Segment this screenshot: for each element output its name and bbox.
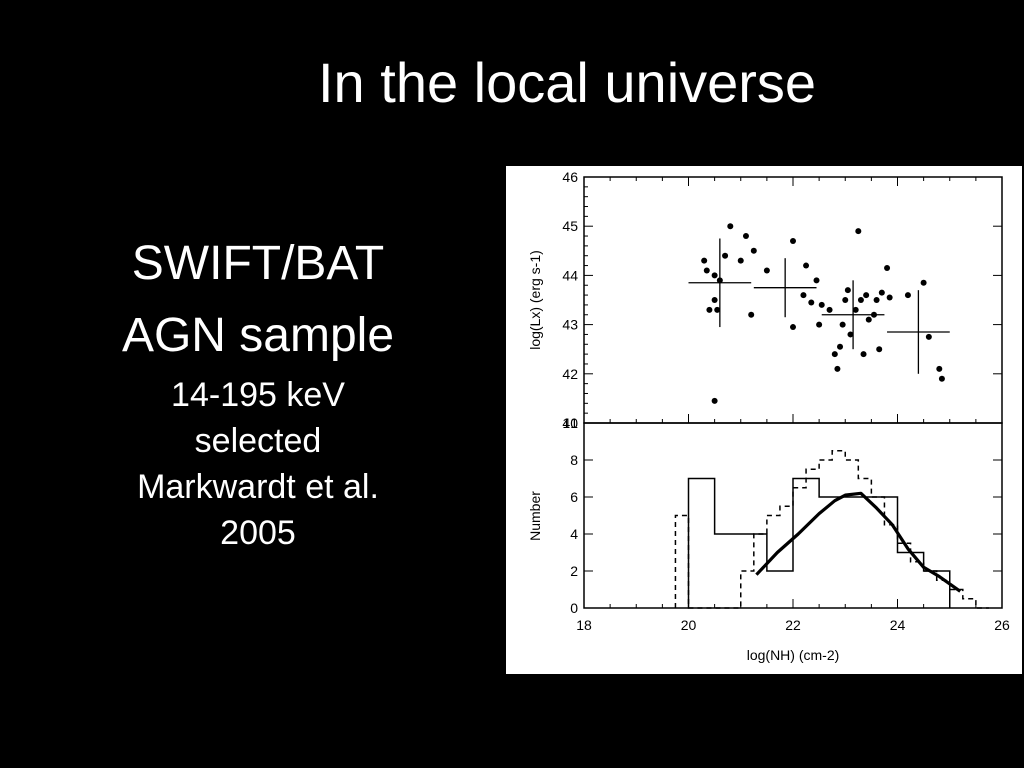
scatter-point [803, 262, 810, 269]
sample-name: AGN sample [121, 309, 395, 362]
sample-description: SWIFT/BAT AGN sample 14-195 keV selected… [86, 228, 430, 556]
top-ytick-label: 45 [562, 218, 578, 234]
scatter-point [790, 237, 796, 244]
scatter-point [722, 252, 729, 259]
scatter-point [860, 351, 867, 358]
scatter-point [701, 257, 708, 264]
top-ytick-label: 41 [562, 415, 578, 431]
scatter-point [936, 365, 943, 372]
scatter-point [855, 228, 862, 235]
scatter-points [701, 223, 945, 404]
reference-authors: Markwardt et al. [137, 468, 379, 506]
selection-note: selected [194, 422, 322, 460]
bottom-ylabel: Number [527, 491, 543, 541]
scatter-point [852, 306, 859, 313]
scatter-point [865, 316, 872, 323]
bottom-xtick-label: 26 [994, 617, 1010, 633]
top-ytick-label: 43 [562, 317, 578, 333]
scatter-point [818, 301, 825, 308]
bottom-xlabel: log(NH) (cm-2) [747, 647, 840, 663]
scatter-point [884, 265, 891, 272]
scatter-point [873, 297, 880, 303]
scatter-point [703, 267, 710, 274]
scatter-point [742, 233, 749, 240]
bottom-xtick-label: 22 [785, 617, 801, 633]
scatter-point [904, 292, 911, 299]
dashed-histogram [674, 450, 989, 609]
scatter-point [763, 267, 770, 274]
scatter-point [863, 292, 870, 299]
bottom-xtick-label: 20 [681, 617, 697, 633]
scatter-point [800, 292, 807, 299]
scatter-point [844, 287, 851, 294]
scatter-point [750, 247, 757, 254]
bottom-xtick-label: 24 [890, 617, 906, 633]
scatter-point [808, 299, 815, 306]
top-ytick-label: 44 [562, 267, 578, 283]
scatter-point [834, 365, 841, 372]
bottom-ytick-label: 0 [570, 600, 578, 616]
bottom-panel-frame [583, 422, 1003, 609]
top-panel-frame [583, 176, 1003, 424]
scatter-point [938, 375, 945, 382]
scatter-point [842, 297, 849, 303]
solid-histogram [687, 477, 951, 608]
scatter-point [920, 279, 927, 286]
scatter-point [711, 297, 718, 303]
histograms [674, 450, 989, 609]
scatter-point [876, 346, 883, 353]
scatter-point [837, 343, 844, 350]
scatter-point [847, 331, 854, 338]
scatter-point [711, 272, 718, 279]
bottom-ytick-label: 4 [570, 526, 578, 542]
top-axis-ticks: 41 42 43 44 45 46 [562, 169, 1003, 431]
scatter-point [813, 277, 820, 284]
scatter-point [816, 321, 823, 328]
scatter-point [826, 306, 833, 313]
scatter-point [790, 324, 796, 331]
top-ylabel: log(Lx) (erg s-1) [527, 250, 543, 350]
scatter-point [886, 294, 893, 301]
bottom-ytick-label: 10 [562, 415, 578, 431]
scatter-point [857, 297, 864, 303]
scatter-point [706, 306, 713, 313]
scatter-point [737, 257, 744, 264]
energy-band: 14-195 keV [171, 376, 345, 414]
bottom-ytick-label: 6 [570, 489, 578, 505]
scatter-point [831, 351, 838, 358]
scatter-point [711, 397, 718, 404]
scatter-point [839, 321, 846, 328]
model-curve [755, 491, 962, 593]
scatter-point [925, 333, 932, 340]
survey-name: SWIFT/BAT [131, 237, 385, 290]
binned-means [688, 238, 950, 374]
bottom-xtick-label: 18 [576, 617, 592, 633]
top-ytick-label: 42 [562, 366, 578, 382]
scatter-point [714, 306, 721, 313]
scatter-point [748, 311, 755, 318]
slide-title: In the local universe [318, 51, 817, 114]
figure-panel: 41 42 43 44 45 46 0 2 4 6 8 10 18 20 22 24 26 log(Lx) (… [506, 166, 1022, 674]
scatter-point [878, 289, 885, 296]
reference-year: 2005 [220, 514, 296, 552]
scatter-point [727, 223, 734, 230]
bottom-ytick-label: 8 [570, 452, 578, 468]
bottom-ytick-label: 2 [570, 563, 578, 579]
top-ytick-label: 46 [562, 169, 578, 185]
